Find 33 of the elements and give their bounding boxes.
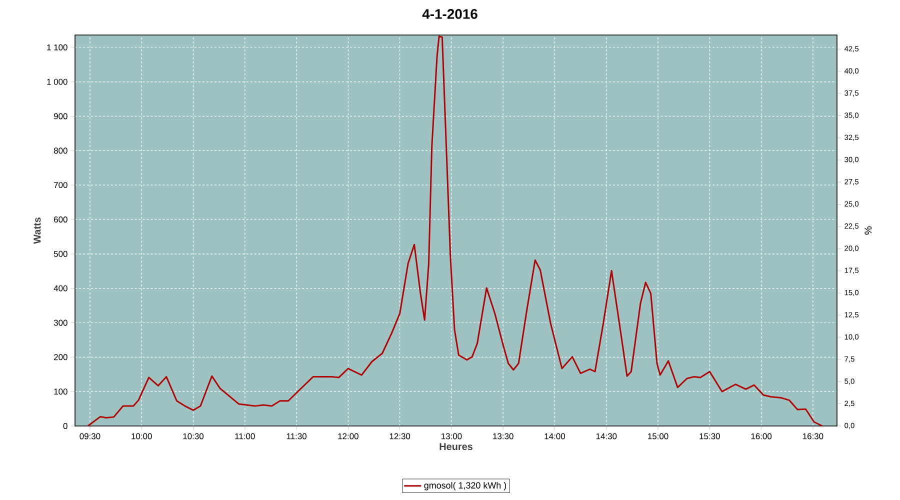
y-tick-label: 1 000 xyxy=(47,78,68,85)
x-tick-label: 15:30 xyxy=(700,433,720,440)
x-tick-label: 11:30 xyxy=(286,433,306,440)
x-tick-label: 14:30 xyxy=(596,433,617,440)
y-tick-label: 600 xyxy=(54,216,68,222)
y-axis-title: Watts xyxy=(34,218,41,244)
y-tick-label: 400 xyxy=(54,285,68,292)
legend-label: gmosol( 1,320 kWh ) xyxy=(424,482,506,490)
y-tick-label: 300 xyxy=(54,320,68,326)
y2-axis-title: % xyxy=(864,226,872,235)
line-series xyxy=(87,36,823,426)
x-tick-label: 12:00 xyxy=(338,433,358,440)
y-tick-label: 200 xyxy=(54,354,68,360)
x-tick-label: 15:00 xyxy=(648,433,668,440)
x-tick-label: 16:30 xyxy=(802,433,824,440)
x-tick-label: 11:00 xyxy=(235,433,255,440)
x-tick-label: 10:30 xyxy=(183,433,204,440)
chart-title: 4-1-2016 xyxy=(422,9,478,19)
x-tick-label: 09:30 xyxy=(80,433,100,440)
x-tick-label: 16:00 xyxy=(751,433,772,440)
y-tick-label: 500 xyxy=(54,250,68,257)
x-tick-label: 10:00 xyxy=(132,433,152,440)
x-tick-label: 12:30 xyxy=(390,433,410,440)
y-tick-label: 900 xyxy=(54,113,68,120)
y-tick-label: 1 100 xyxy=(47,44,68,50)
y-tick-label: 0 xyxy=(63,423,68,429)
x-tick-label: 14:00 xyxy=(544,433,565,440)
x-axis-title: Heures xyxy=(440,443,472,450)
y-tick-label: 700 xyxy=(54,182,68,188)
x-tick-label: 13:00 xyxy=(442,433,462,440)
y-tick-label: 100 xyxy=(54,388,68,395)
y-tick-label: 800 xyxy=(54,148,68,154)
x-tick-label: 13:30 xyxy=(493,433,514,440)
